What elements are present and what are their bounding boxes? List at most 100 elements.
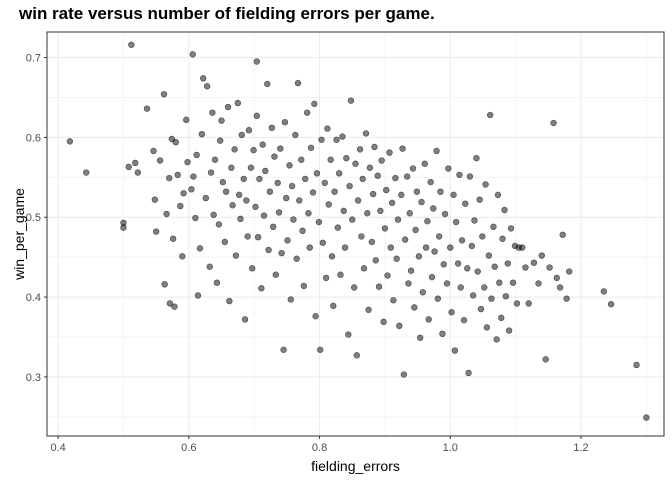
data-point [494,191,502,199]
data-point [415,253,423,260]
data-point [430,205,437,212]
data-point [327,156,334,163]
data-point [132,159,139,167]
data-point [486,111,494,119]
data-point [240,175,247,183]
data-point [292,131,299,139]
data-point [222,188,230,195]
data-point [334,224,342,231]
data-point [437,188,444,195]
data-point [306,244,313,251]
points-layer [66,41,650,421]
data-point [245,127,253,134]
data-point [556,284,564,291]
data-point [473,154,480,162]
data-point [439,330,446,338]
y-axis-title: win_per_game [11,188,27,281]
data-point [485,252,493,259]
data-point [194,292,202,299]
data-point [350,284,358,291]
data-point [163,210,170,218]
data-point [474,268,481,275]
data-point [203,83,211,90]
data-point [174,171,181,179]
data-point [151,196,159,203]
data-point [337,271,344,278]
data-point [434,295,442,302]
data-point [143,105,151,112]
data-point [281,119,289,126]
data-point [448,309,455,316]
data-point [643,414,650,421]
data-point [328,253,336,260]
data-point [202,194,210,202]
data-point [501,206,508,214]
data-point [252,203,259,211]
data-point [190,173,197,180]
data-point [384,272,391,279]
y-tick-label: 0.4 [26,292,41,304]
data-point [462,200,469,207]
data-point [458,237,466,244]
data-point [445,165,452,172]
data-point [499,235,506,242]
data-point [183,116,190,124]
data-point [235,191,243,199]
data-point [177,202,184,210]
data-point [221,238,228,246]
data-point [218,117,225,124]
data-point [482,181,489,188]
data-point [388,199,396,207]
data-point [460,317,468,324]
data-point [490,223,497,231]
data-point [268,124,276,132]
data-point [502,293,510,300]
data-point [456,171,463,179]
data-point [321,179,328,187]
data-point [359,175,366,183]
data-point [309,189,317,196]
data-point [120,224,127,231]
data-point [189,51,196,58]
data-point [238,131,245,139]
data-point [381,225,389,232]
data-point [305,210,312,217]
data-point [166,174,173,182]
data-point [409,165,417,172]
data-point [509,279,517,286]
data-point [496,279,503,286]
data-point [498,314,505,322]
data-point [364,210,371,217]
data-point [322,274,330,282]
data-point [156,157,164,164]
data-point [392,174,399,182]
data-point [340,207,347,215]
data-point [207,169,215,176]
data-point [318,136,325,143]
data-point [184,158,191,166]
data-point [172,138,179,146]
data-point [243,197,250,204]
data-point [277,145,284,152]
data-point [465,369,472,377]
data-point [317,346,324,353]
data-point [407,267,415,274]
data-point [411,304,418,311]
data-point [211,156,219,163]
x-axis-title: fielding_errors [311,458,400,474]
data-point [271,153,278,160]
data-point [522,264,529,271]
data-point [443,280,451,287]
data-point [125,163,132,171]
data-point [360,265,368,272]
x-tick-label: 1.2 [573,442,588,454]
data-point [345,331,352,338]
data-point [428,273,436,281]
data-point [525,300,532,307]
data-point [358,233,365,240]
data-point [232,252,240,259]
data-point [399,145,406,152]
data-point [196,245,204,252]
data-point [400,371,408,378]
data-point [256,175,263,183]
